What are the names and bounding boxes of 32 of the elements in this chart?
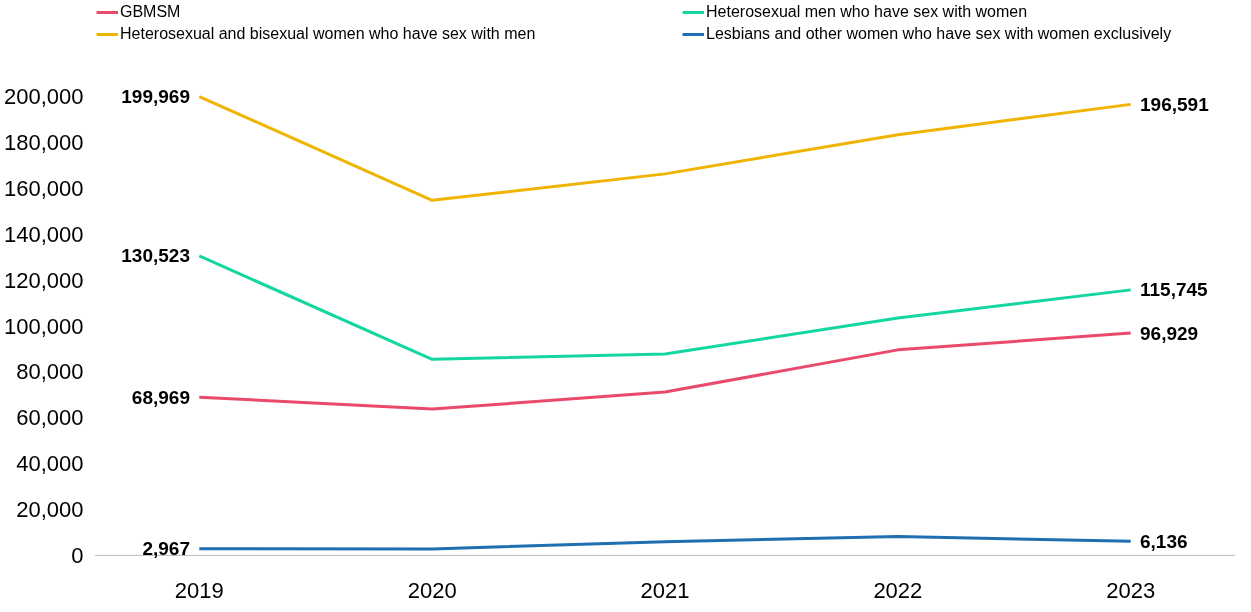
y-tick-label: 60,000 xyxy=(16,405,84,431)
x-tick-label: 2022 xyxy=(873,577,923,603)
line-series xyxy=(197,95,1133,202)
data-label: 196,591 xyxy=(1140,93,1210,115)
y-tick-label: 40,000 xyxy=(16,451,84,477)
y-tick-label: 100,000 xyxy=(3,313,84,339)
line-series xyxy=(197,534,1133,551)
y-tick-label: 200,000 xyxy=(3,84,84,110)
y-tick-label: 180,000 xyxy=(3,129,84,155)
legend-label: Heterosexual men who have sex with women xyxy=(706,3,1029,21)
y-tick-label: 120,000 xyxy=(3,267,84,293)
legend-label: Heterosexual and bisexual women who have sex with men xyxy=(120,25,537,43)
data-label: 115,745 xyxy=(1140,279,1209,301)
data-label: 130,523 xyxy=(121,245,190,267)
x-tick-label: 2023 xyxy=(1106,577,1156,603)
y-tick-label: 0 xyxy=(71,542,84,568)
data-label: 96,929 xyxy=(1140,322,1199,344)
data-label: 199,969 xyxy=(121,86,190,108)
line-series xyxy=(197,331,1133,411)
data-label: 2,967 xyxy=(142,538,190,560)
data-label: 6,136 xyxy=(1140,530,1188,552)
legend-label: Lesbians and other women who have sex with women exclusively xyxy=(706,25,1173,43)
x-tick-label: 2021 xyxy=(640,577,690,603)
data-label: 68,969 xyxy=(131,386,190,408)
legend-label: GBMSM xyxy=(120,3,182,21)
y-tick-label: 80,000 xyxy=(16,359,84,385)
x-tick-label: 2019 xyxy=(174,577,224,603)
y-tick-label: 20,000 xyxy=(16,497,84,523)
y-tick-label: 160,000 xyxy=(3,175,84,201)
line-series xyxy=(197,254,1133,361)
y-tick-label: 140,000 xyxy=(3,221,84,247)
x-tick-label: 2020 xyxy=(407,577,457,603)
